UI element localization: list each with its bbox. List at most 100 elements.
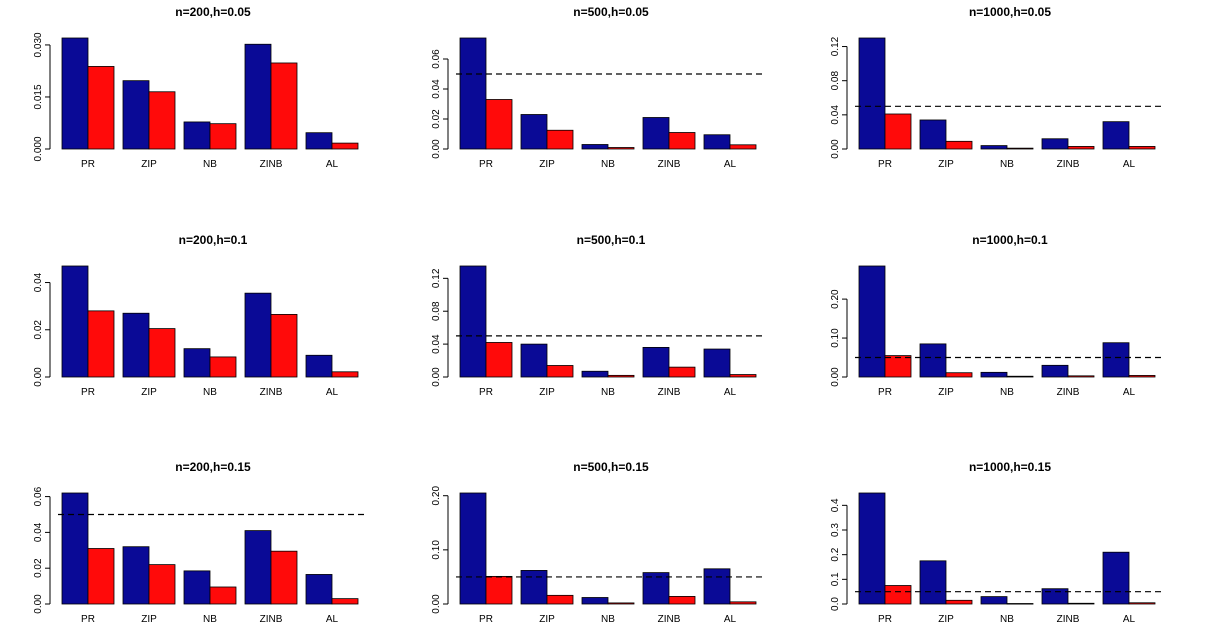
bar-pr-series-2 xyxy=(485,342,513,378)
bar-nb-series-1 xyxy=(980,145,1008,150)
bar-zinb-series-1 xyxy=(244,292,272,378)
category-label: ZINB xyxy=(658,614,681,625)
category-label: ZINB xyxy=(1057,159,1080,170)
bar-al-series-1 xyxy=(1102,551,1130,605)
bar-pr-series-1 xyxy=(459,37,487,150)
category-label: PR xyxy=(81,159,95,170)
category-label: AL xyxy=(326,159,339,170)
bar-zinb-series-1 xyxy=(244,530,272,605)
chart-panel-7: n=200,h=0.15 0.00 0.02 0.04 0.06 PR ZIP NB ZINB A… xyxy=(33,460,364,625)
bar-zip-series-2 xyxy=(148,564,176,605)
y-tick-label: 0.02 xyxy=(33,320,44,340)
bar-zip-series-1 xyxy=(520,114,548,150)
bar-al-series-1 xyxy=(305,132,333,150)
y-tick-label: 0.1 xyxy=(830,572,841,586)
bar-al-series-2 xyxy=(1128,146,1156,150)
bar-zip-series-1 xyxy=(122,312,150,378)
bar-pr-series-2 xyxy=(87,310,115,378)
category-label: AL xyxy=(1123,614,1136,625)
panel-title: n=1000,h=0.05 xyxy=(969,5,1051,19)
y-tick-label: 0.02 xyxy=(431,109,442,129)
category-label: NB xyxy=(1000,387,1014,398)
bar-zip-series-1 xyxy=(520,570,548,605)
bar-nb-series-2 xyxy=(209,356,237,378)
bar-zip-series-2 xyxy=(546,365,574,378)
bar-nb-series-1 xyxy=(183,570,211,605)
bar-zinb-series-1 xyxy=(642,117,670,150)
y-tick-label: 0.04 xyxy=(33,522,44,542)
bar-pr-series-1 xyxy=(459,265,487,378)
bar-pr-series-1 xyxy=(61,265,89,378)
bar-al-series-1 xyxy=(305,574,333,605)
category-label: ZINB xyxy=(260,387,283,398)
category-label: ZINB xyxy=(658,159,681,170)
category-label: ZIP xyxy=(539,387,555,398)
y-tick-label: 0.2 xyxy=(830,547,841,561)
y-tick-label: 0.00 xyxy=(33,367,44,387)
y-tick-label: 0.00 xyxy=(431,139,442,159)
category-label: PR xyxy=(878,159,892,170)
bar-pr-series-1 xyxy=(61,37,89,150)
bar-zip-series-1 xyxy=(122,80,150,150)
chart-panel-1: n=200,h=0.05 0.000 0.015 0.030 PR ZIP NB ZINB AL xyxy=(33,5,359,170)
panel-title: n=500,h=0.15 xyxy=(573,460,649,474)
bar-pr-series-2 xyxy=(485,575,513,605)
bar-nb-series-2 xyxy=(209,586,237,605)
bar-pr-series-2 xyxy=(87,548,115,605)
y-tick-label: 0.20 xyxy=(830,289,841,309)
category-label: ZINB xyxy=(260,159,283,170)
bar-zip-series-2 xyxy=(945,372,973,378)
category-label: NB xyxy=(601,387,615,398)
category-label: ZINB xyxy=(1057,387,1080,398)
category-label: NB xyxy=(601,614,615,625)
category-label: NB xyxy=(203,387,217,398)
y-tick-label: 0.10 xyxy=(830,328,841,348)
y-tick-label: 0.00 xyxy=(830,139,841,159)
bar-nb-series-2 xyxy=(1006,375,1034,378)
bar-pr-series-1 xyxy=(858,37,886,150)
y-tick-label: 0.000 xyxy=(33,136,44,161)
bar-nb-series-2 xyxy=(607,374,635,378)
panel-title: n=200,h=0.1 xyxy=(179,233,248,247)
y-tick-label: 0.06 xyxy=(33,486,44,506)
bar-zip-series-2 xyxy=(546,129,574,150)
category-label: ZINB xyxy=(658,387,681,398)
bar-zinb-series-1 xyxy=(642,346,670,378)
bar-nb-series-1 xyxy=(183,348,211,378)
category-label: PR xyxy=(479,614,493,625)
category-label: ZIP xyxy=(141,614,157,625)
category-label: PR xyxy=(479,387,493,398)
y-tick-label: 0.04 xyxy=(33,272,44,292)
y-tick-label: 0.4 xyxy=(830,498,841,512)
bar-zip-series-2 xyxy=(148,328,176,378)
category-label: ZIP xyxy=(938,159,954,170)
bar-al-series-1 xyxy=(703,348,731,378)
category-label: AL xyxy=(1123,387,1136,398)
bar-zip-series-1 xyxy=(520,343,548,378)
bar-zinb-series-1 xyxy=(1041,364,1069,378)
bar-pr-series-2 xyxy=(884,585,912,605)
y-tick-label: 0.030 xyxy=(33,32,44,57)
bar-nb-series-1 xyxy=(581,370,609,378)
category-label: PR xyxy=(81,614,95,625)
bar-zinb-series-2 xyxy=(1067,375,1095,378)
y-tick-label: 0.10 xyxy=(431,540,442,560)
bar-nb-series-1 xyxy=(581,144,609,150)
category-label: ZINB xyxy=(260,614,283,625)
panel-title: n=1000,h=0.1 xyxy=(972,233,1048,247)
category-label: PR xyxy=(878,614,892,625)
category-label: ZIP xyxy=(141,387,157,398)
bar-al-series-1 xyxy=(703,568,731,605)
chart-panel-6: n=1000,h=0.1 0.00 0.10 0.20 PR ZIP NB ZINB AL xyxy=(830,233,1161,398)
panel-title: n=500,h=0.05 xyxy=(573,5,649,19)
bar-nb-series-1 xyxy=(980,596,1008,605)
bar-zinb-series-1 xyxy=(1041,138,1069,150)
bar-pr-series-1 xyxy=(61,492,89,605)
bar-zinb-series-2 xyxy=(1067,146,1095,150)
chart-panel-8: n=500,h=0.15 0.00 0.10 0.20 PR ZIP NB ZINB AL xyxy=(431,460,762,625)
y-tick-label: 0.04 xyxy=(431,79,442,99)
bar-zip-series-1 xyxy=(122,546,150,605)
chart-panel-3: n=1000,h=0.05 0.00 0.04 0.08 0.12 PR ZIP NB ZINB… xyxy=(830,5,1161,170)
y-tick-label: 0.20 xyxy=(431,486,442,506)
